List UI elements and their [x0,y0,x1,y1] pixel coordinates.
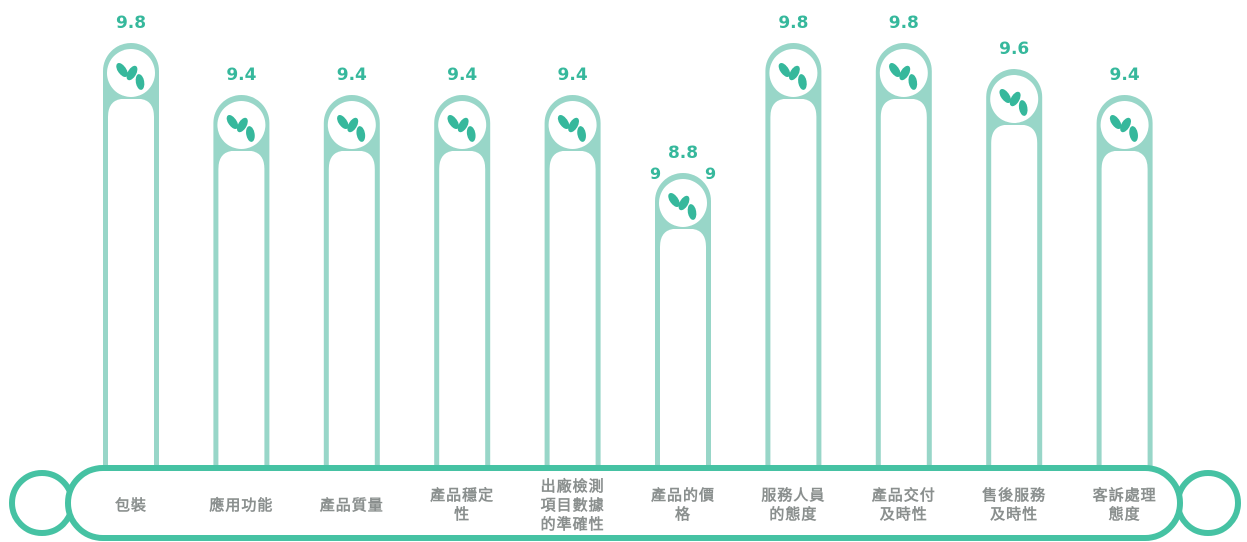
value-label: 9.4 [336,65,367,85]
bar-channel [1101,151,1148,474]
category-label: 應用功能 [209,495,274,514]
leaf-icon [337,115,366,142]
category-label: 產品質量 [319,495,384,514]
leaf-icon [999,89,1028,116]
leaf-icon [226,115,255,142]
bar [213,95,270,475]
value-label: 8.8 [667,143,699,163]
leaf-icon [668,193,697,220]
bar [323,95,380,475]
leaf-icon [778,63,807,90]
value-label: 9.4 [557,65,588,85]
bar-channel [439,151,486,474]
bar [655,173,711,474]
bar-channel [549,151,596,474]
category-label: 產品穩定性 [430,486,495,523]
leaf-icon [889,63,918,90]
bar [986,69,1043,474]
bar-channel [880,99,927,474]
value-label: 9.4 [226,65,257,85]
bar-channel [660,229,706,474]
value-label: 9.4 [1109,65,1140,85]
base-pill [65,465,1183,541]
stray-label-right: 9 [705,164,717,183]
value-label: 9.6 [999,39,1030,59]
bar-channel [991,125,1038,474]
category-label: 包裝 [114,495,147,514]
category-base [9,465,1241,541]
bar [434,95,491,475]
category-label: 出廠檢測項目數據的準確性 [540,476,605,533]
leaf-icon [447,115,476,142]
base-right-ring [1175,470,1241,536]
leaf-icon [1109,115,1138,142]
value-label: 9.8 [888,13,919,33]
category-label: 服務人員的態度 [761,486,826,523]
bar-channel [218,151,265,474]
stray-label-left: 9 [650,164,662,183]
category-label: 產品的價格 [650,486,715,523]
bars-layer [103,43,1153,475]
bar-channel [770,99,817,474]
bar [544,95,601,475]
category-label: 客訴處理態度 [1092,486,1157,523]
bar-channel [328,151,375,474]
leaf-icon [116,63,145,90]
value-label: 9.4 [447,65,478,85]
base-left-ring [9,470,75,536]
category-label: 售後服務及時性 [982,486,1047,523]
bar [1096,95,1153,475]
bar [103,43,159,474]
value-label: 9.8 [778,13,809,33]
bar [765,43,822,475]
bar [875,43,932,475]
bar-channel [108,99,154,474]
leaf-icon [557,115,586,142]
value-label: 9.8 [115,13,147,33]
category-label: 產品交付及時性 [871,486,936,523]
